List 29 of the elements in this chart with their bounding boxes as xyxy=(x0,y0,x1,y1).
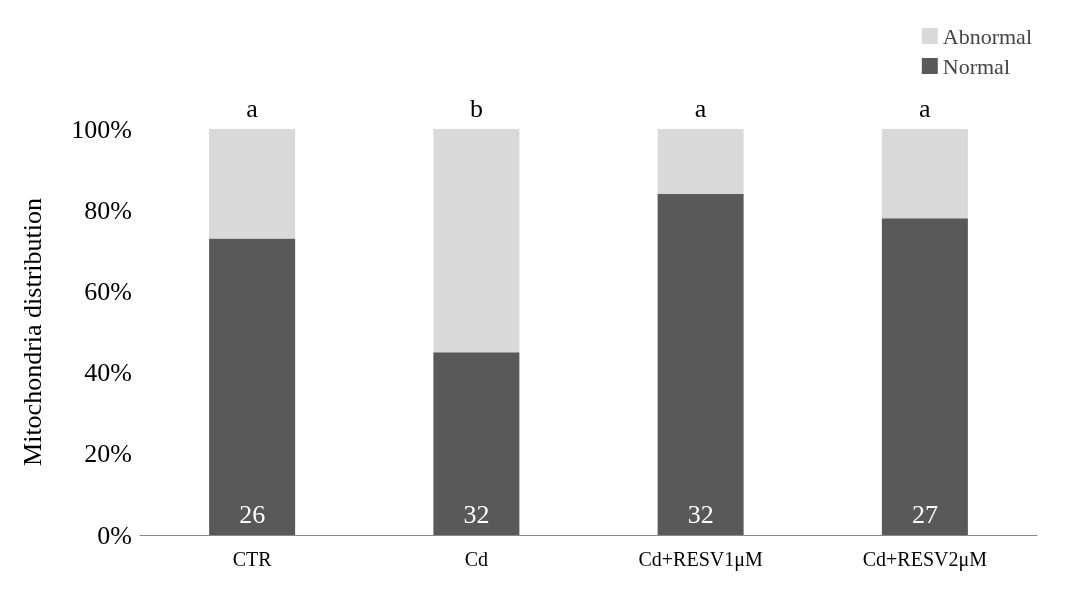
legend-label: Normal xyxy=(942,53,1010,79)
y-tick-label: 40% xyxy=(84,358,132,388)
annotation: 27 xyxy=(911,499,938,529)
y-axis-title: Mitochondria distribution xyxy=(17,198,47,466)
y-tick-label: 20% xyxy=(84,439,132,469)
bar xyxy=(657,193,744,535)
y-tick-label: 0% xyxy=(97,520,132,550)
annotation: b xyxy=(469,93,483,123)
bar xyxy=(433,352,520,535)
bar xyxy=(657,129,744,194)
bar xyxy=(881,129,968,219)
y-tick-label: 100% xyxy=(71,114,132,144)
annotation: 32 xyxy=(687,499,714,529)
bar xyxy=(881,218,968,535)
x-tick-label: Cd+RESV2μM xyxy=(862,548,988,571)
bar xyxy=(209,129,296,239)
y-tick-label: 60% xyxy=(84,276,132,306)
y-tick-label: 80% xyxy=(84,195,132,225)
annotation: a xyxy=(246,93,259,123)
bar xyxy=(209,238,296,535)
annotation: 32 xyxy=(463,499,490,529)
x-tick-label: CTR xyxy=(232,548,273,570)
x-tick-label: Cd xyxy=(464,548,489,570)
legend-label: Abnormal xyxy=(942,23,1032,49)
x-tick-label: Cd+RESV1μM xyxy=(638,548,763,571)
annotation: a xyxy=(694,93,707,123)
annotation: 26 xyxy=(239,499,266,529)
bar xyxy=(433,129,520,353)
annotation: a xyxy=(919,93,932,123)
